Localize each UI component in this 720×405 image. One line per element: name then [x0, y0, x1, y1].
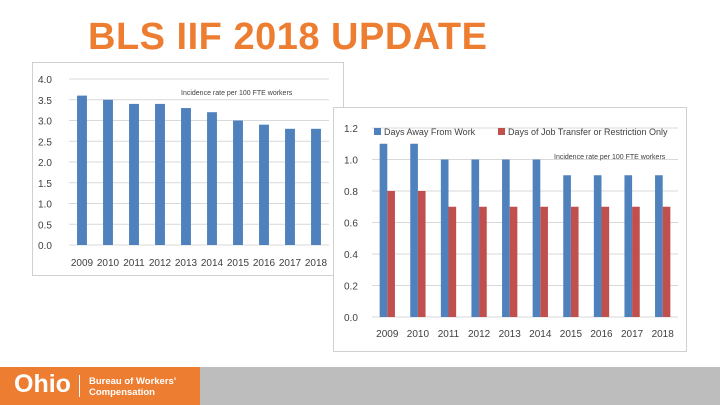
- chart-annotation: Incidence rate per 100 FTE workers: [554, 154, 666, 161]
- y-tick-label: 3.5: [38, 96, 52, 107]
- bar: [509, 206, 518, 317]
- bar: [233, 120, 243, 245]
- x-tick-label: 2011: [123, 258, 145, 269]
- bar: [540, 206, 548, 317]
- bar: [570, 206, 579, 317]
- y-tick-label: 1.0: [344, 156, 358, 167]
- x-tick-label: 2014: [201, 258, 224, 269]
- y-tick-label: 0.5: [38, 220, 52, 231]
- x-tick-label: 2009: [71, 258, 94, 269]
- bar: [448, 206, 457, 317]
- x-tick-label: 2017: [279, 258, 302, 269]
- org-name-line1: Bureau of Workers': [89, 376, 177, 387]
- legend-swatch-days-away: [374, 128, 381, 135]
- bar: [387, 191, 395, 317]
- y-tick-label: 0.8: [344, 187, 358, 198]
- legend-label-days-away: Days Away From Work: [384, 127, 476, 137]
- bar: [563, 175, 571, 317]
- y-tick-label: 1.0: [38, 200, 52, 211]
- x-tick-label: 2018: [305, 258, 328, 269]
- bar: [259, 124, 269, 245]
- y-tick-label: 1.5: [38, 179, 52, 190]
- y-tick-label: 2.0: [38, 158, 52, 169]
- chart-annotation: Incidence rate per 100 FTE workers: [181, 90, 293, 97]
- bar: [311, 128, 321, 245]
- x-tick-label: 2014: [529, 329, 552, 340]
- bar: [417, 191, 426, 317]
- x-tick-label: 2013: [499, 329, 522, 340]
- bar: [532, 159, 541, 317]
- x-tick-label: 2011: [438, 329, 460, 340]
- x-tick-label: 2018: [652, 329, 675, 340]
- x-tick-label: 2016: [590, 329, 613, 340]
- bar: [632, 206, 640, 317]
- total-incidence-chart: 0.0 0.5 1.0 1.5 2.0 2.5 3.0 3.5 4.0 2009 2010 2011 2…: [38, 75, 329, 269]
- bar: [155, 103, 165, 246]
- slide-title: BLS IIF 2018 UPDATE: [88, 16, 488, 58]
- bar: [129, 103, 139, 246]
- y-tick-label: 4.0: [38, 75, 52, 86]
- bwc-logo: Ohio Bureau of Workers' Compensation: [0, 367, 200, 405]
- bar: [502, 159, 510, 317]
- bar: [593, 175, 602, 317]
- bar: [181, 108, 191, 245]
- x-tick-label: 2012: [468, 329, 491, 340]
- y-tick-label: 0.0: [38, 241, 52, 252]
- y-tick-label: 2.5: [38, 137, 52, 148]
- bar: [77, 95, 87, 245]
- x-tick-label: 2010: [97, 258, 120, 269]
- y-tick-label: 0.2: [344, 282, 358, 293]
- bar: [624, 175, 633, 317]
- total-incidence-chart-panel: 0.0 0.5 1.0 1.5 2.0 2.5 3.0 3.5 4.0 2009 2010 2011 2…: [32, 62, 344, 276]
- x-tick-label: 2010: [407, 329, 430, 340]
- bar: [103, 99, 113, 245]
- bar: [662, 206, 671, 317]
- bar: [655, 175, 663, 317]
- bar: [410, 143, 418, 317]
- bar: [440, 159, 449, 317]
- x-tick-label: 2017: [621, 329, 644, 340]
- bar: [471, 159, 480, 317]
- legend-swatch-job-transfer: [498, 128, 505, 135]
- x-tick-label: 2016: [253, 258, 276, 269]
- ohio-logo-text: Ohio: [14, 370, 71, 398]
- bar: [285, 128, 295, 245]
- y-tick-label: 3.0: [38, 117, 52, 128]
- y-tick-label: 0.6: [344, 219, 358, 230]
- x-tick-label: 2009: [376, 329, 399, 340]
- x-tick-label: 2015: [560, 329, 583, 340]
- bar: [479, 206, 487, 317]
- y-tick-label: 0.0: [344, 313, 358, 324]
- org-name-line2: Compensation: [89, 387, 155, 398]
- y-tick-label: 1.2: [344, 124, 358, 135]
- logo-divider: [79, 375, 80, 397]
- case-type-incidence-chart-panel: 0.0 0.2 0.4 0.6 0.8 1.0 1.2 2009 2010 2011 2012 201…: [333, 107, 687, 352]
- bar: [601, 206, 610, 317]
- bar: [379, 143, 388, 317]
- y-tick-label: 0.4: [344, 250, 358, 261]
- legend-label-job-transfer: Days of Job Transfer or Restriction Only: [508, 127, 668, 137]
- x-tick-label: 2012: [149, 258, 172, 269]
- bar: [207, 112, 217, 245]
- x-tick-label: 2013: [175, 258, 198, 269]
- case-type-incidence-chart: 0.0 0.2 0.4 0.6 0.8 1.0 1.2 2009 2010 2011 2012 201…: [344, 124, 678, 340]
- org-name: Bureau of Workers' Compensation: [89, 376, 176, 398]
- x-tick-label: 2015: [227, 258, 250, 269]
